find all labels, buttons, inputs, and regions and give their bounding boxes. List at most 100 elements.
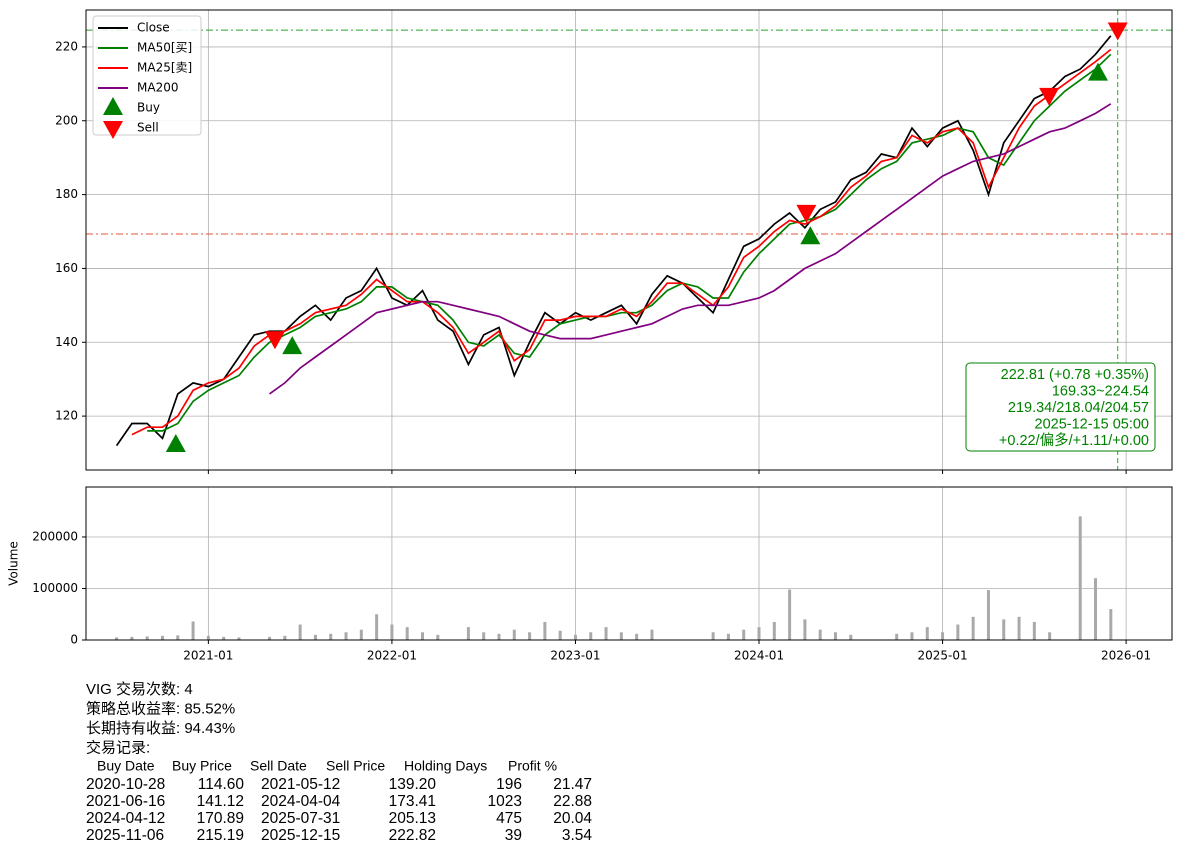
volume-bar [726, 633, 730, 640]
volume-bar [650, 629, 654, 640]
axes-frame [85, 9, 1173, 471]
table-header: Profit % [508, 758, 557, 774]
sell-marker [1039, 87, 1060, 106]
info-text: 169.33~224.54 [1052, 383, 1149, 399]
table-cell: 20.04 [553, 810, 592, 827]
stats-line: 长期持有收益: 94.43% [86, 720, 235, 737]
x-tick-label: 2025-01 [917, 649, 967, 663]
volume-bar [833, 632, 837, 640]
table-cell: 2025-12-15 [261, 827, 340, 844]
buy-marker [800, 226, 821, 245]
volume-bar [971, 616, 975, 640]
volume-bar [329, 633, 333, 640]
info-text: 2025-12-15 05:00 [1035, 416, 1150, 432]
info-text: +0.22/偏多/+1.11/+0.00 [999, 432, 1149, 449]
buy-marker [282, 336, 303, 355]
y-tick-label: 100000 [32, 581, 78, 595]
volume-bar [313, 634, 317, 640]
table-cell: 3.54 [562, 827, 593, 844]
x-tick-label: 2024-01 [734, 649, 784, 663]
volume-bar [788, 589, 792, 640]
volume-bar [635, 633, 639, 640]
table-cell: 141.12 [197, 793, 244, 810]
table-cell: 215.19 [197, 827, 244, 844]
table-cell: 170.89 [197, 810, 244, 827]
axes-frame [85, 486, 1173, 641]
stats-line: VIG 交易次数: 4 [86, 680, 193, 698]
y-tick-label: 160 [55, 261, 78, 275]
stats-line: 策略总收益率: 85.52% [86, 700, 235, 717]
y-axis-label: Volume [7, 541, 21, 586]
volume-bar [206, 635, 210, 640]
volume-bar [589, 632, 593, 640]
y-tick-label: 180 [55, 187, 78, 201]
x-tick-label: 2021-01 [183, 649, 233, 663]
sell-marker [796, 204, 817, 223]
volume-bar [604, 627, 608, 640]
table-cell: 139.20 [389, 776, 437, 793]
legend-label: Close [137, 21, 170, 35]
legend-swatch [103, 121, 123, 139]
volume-bar [757, 627, 761, 640]
volume-bar [910, 632, 914, 640]
volume-bar [1109, 609, 1113, 640]
legend: Close MA50[买] MA25[卖] MA200 Buy Sell [92, 15, 202, 139]
sell-marker [1107, 22, 1128, 41]
volume-bar [191, 621, 195, 640]
series-line [131, 48, 1112, 436]
volume-bar [222, 636, 226, 640]
table-cell: 2025-11-06 [86, 827, 164, 844]
volume-bar [466, 627, 470, 640]
volume-bar [711, 632, 715, 640]
volume-bar [986, 590, 990, 640]
volume-bar [359, 629, 363, 640]
volume-bar [1002, 619, 1006, 640]
table-cell: 22.88 [553, 793, 592, 810]
volume-bar [160, 635, 164, 640]
volume-bar [1017, 616, 1021, 640]
legend-label: MA200 [137, 81, 178, 95]
table-header: Sell Price [326, 758, 385, 774]
legend-box [92, 15, 202, 136]
table-cell: 114.60 [198, 776, 245, 793]
info-text: 222.81 (+0.78 +0.35%) [1001, 367, 1149, 383]
volume-bar [1078, 516, 1082, 640]
table-cell: 2021-06-16 [86, 793, 165, 810]
y-tick-label: 200000 [32, 529, 78, 543]
volume-bar [145, 636, 149, 640]
table-cell: 196 [496, 776, 522, 793]
table-cell: 205.13 [389, 810, 436, 827]
volume-bar [941, 632, 945, 640]
table-cell: 2024-04-12 [86, 810, 165, 827]
buy-marker [1087, 62, 1108, 81]
legend-label: MA50[买] [137, 41, 192, 55]
y-tick-label: 120 [55, 409, 78, 423]
volume-bar [115, 637, 119, 640]
sell-marker [264, 331, 285, 350]
volume-bar [130, 636, 134, 640]
volume-bar [298, 624, 302, 640]
table-header: Buy Date [97, 758, 155, 774]
table-cell: 1023 [488, 793, 522, 810]
x-tick-label: 2022-01 [367, 649, 417, 663]
volume-bar [558, 630, 562, 640]
volume-bar [268, 636, 272, 640]
volume-bar [956, 624, 960, 640]
volume-bar [482, 632, 486, 640]
info-box [965, 362, 1156, 452]
volume-bar [925, 627, 929, 640]
table-cell: 173.41 [389, 793, 436, 810]
table-cell: 2021-05-12 [261, 776, 340, 793]
volume-bar [849, 634, 853, 640]
legend-label: MA25[卖] [137, 61, 192, 75]
volume-bar [497, 633, 501, 640]
volume-bar [421, 632, 425, 640]
legend-swatch [103, 97, 123, 115]
volume-bar [1048, 632, 1052, 640]
volume-bar [237, 637, 241, 640]
volume-bar [283, 635, 287, 640]
table-cell: 2020-10-28 [86, 776, 165, 793]
table-cell: 475 [496, 810, 522, 827]
volume-bar [803, 619, 807, 640]
